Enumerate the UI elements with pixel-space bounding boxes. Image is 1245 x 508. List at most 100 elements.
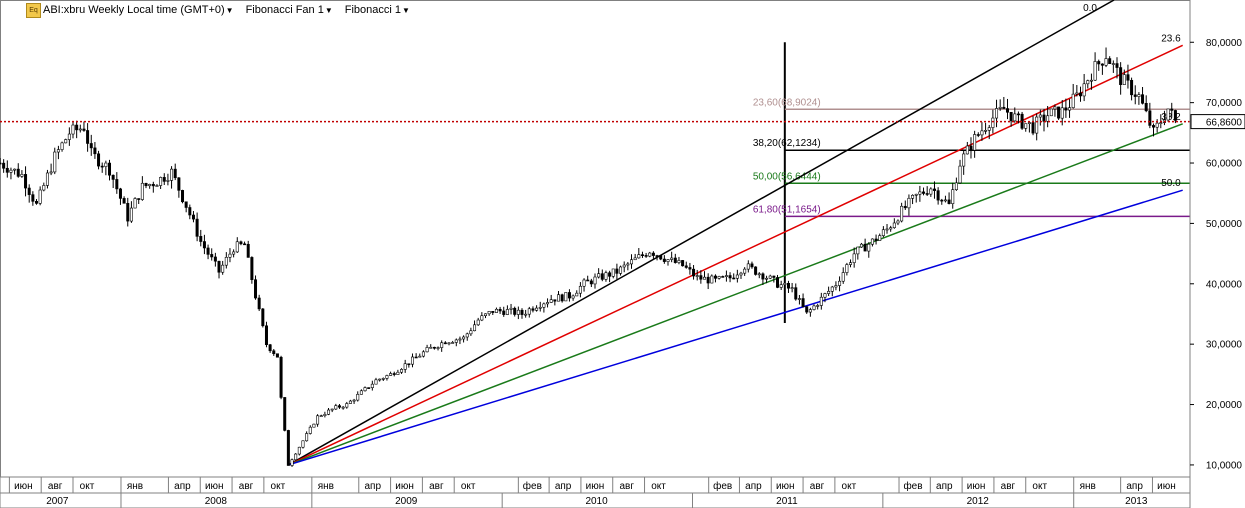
candle-body bbox=[1002, 106, 1006, 109]
x-axis[interactable]: июн авг окт янв апр июн авг окт янв апр июн авг окт ф… bbox=[0, 476, 1191, 508]
year-tick-label: 2008 bbox=[205, 496, 228, 507]
candle-body bbox=[462, 336, 466, 340]
candle-body bbox=[936, 190, 940, 201]
candle-body bbox=[575, 292, 579, 297]
candle-body bbox=[45, 172, 49, 186]
candle-body bbox=[1053, 106, 1057, 110]
candle-body bbox=[651, 252, 655, 256]
candle-body bbox=[56, 149, 60, 153]
candle-body bbox=[589, 280, 593, 285]
candle-body bbox=[776, 277, 780, 288]
candle-body bbox=[922, 191, 926, 194]
fib-retracement-dropdown[interactable]: Fibonacci 1 ▼ bbox=[345, 4, 410, 16]
fibonacci-fan[interactable]: 0.0 23.6 38.2 50.0 bbox=[288, 0, 1184, 466]
candle-body bbox=[418, 355, 422, 358]
candle-body bbox=[407, 363, 411, 366]
candle-body bbox=[659, 255, 663, 260]
candle-body bbox=[995, 108, 999, 119]
candle-body bbox=[980, 130, 984, 136]
candle-body bbox=[5, 167, 9, 173]
candle-body bbox=[1144, 103, 1148, 112]
candle-body bbox=[126, 203, 130, 222]
y-axis[interactable]: 10,0000 20,0000 30,0000 40,0000 50,0000 60,00… bbox=[1189, 0, 1243, 477]
candle-body bbox=[779, 284, 783, 288]
candle-body bbox=[137, 198, 141, 200]
last-price-label: 66,8600 bbox=[1206, 118, 1243, 129]
candle-body bbox=[1082, 83, 1086, 97]
candle-body bbox=[531, 308, 535, 311]
y-tick-label: 80,0000 bbox=[1206, 38, 1243, 49]
candle-body bbox=[432, 346, 436, 349]
candle-body bbox=[330, 408, 334, 411]
fan-line[interactable] bbox=[288, 189, 1183, 466]
candle-body bbox=[958, 165, 962, 184]
month-tick-label: авг bbox=[429, 481, 444, 492]
candle-body bbox=[1046, 115, 1050, 122]
eq-icon[interactable]: Eq bbox=[26, 3, 41, 18]
candle-body bbox=[695, 275, 699, 277]
month-tick-label: июн bbox=[14, 481, 33, 492]
candle-body bbox=[27, 187, 31, 195]
candle-body bbox=[491, 311, 495, 313]
fan-line[interactable] bbox=[288, 44, 1184, 466]
candle-body bbox=[254, 279, 258, 299]
y-tick-label: 20,0000 bbox=[1206, 400, 1243, 411]
candle-body bbox=[688, 267, 692, 270]
month-tick-label: окт bbox=[651, 481, 666, 492]
candle-body bbox=[976, 134, 980, 136]
candle-body bbox=[1130, 79, 1134, 96]
candle-body bbox=[911, 194, 915, 199]
candle-body bbox=[0, 162, 2, 165]
candle-body bbox=[108, 162, 112, 176]
candle-body bbox=[735, 274, 739, 279]
candle-body bbox=[173, 168, 177, 179]
candle-body bbox=[852, 253, 856, 263]
candle-body bbox=[608, 272, 612, 277]
candle-body bbox=[637, 254, 641, 259]
candle-body bbox=[823, 293, 827, 298]
candle-body bbox=[264, 325, 268, 345]
candle-body bbox=[900, 205, 904, 222]
candle-body bbox=[228, 253, 232, 258]
candle-body bbox=[947, 199, 951, 204]
candle-body bbox=[403, 363, 407, 370]
candle-body bbox=[166, 180, 170, 182]
month-tick-label: окт bbox=[80, 481, 95, 492]
candle-body bbox=[272, 350, 276, 355]
retracement-level-label: 50,00(56,6444) bbox=[753, 171, 821, 182]
candle-body bbox=[334, 405, 338, 410]
candle-body bbox=[626, 263, 630, 266]
fan-line[interactable] bbox=[288, 0, 1115, 466]
candle-body bbox=[440, 342, 444, 348]
symbol-dropdown[interactable]: ABI:xbru Weekly Local time (GMT+0) ▼ bbox=[43, 4, 234, 16]
candle-body bbox=[889, 227, 893, 230]
month-tick-label: окт bbox=[461, 481, 476, 492]
candle-body bbox=[914, 193, 918, 196]
candle-body bbox=[655, 255, 659, 257]
candle-body bbox=[841, 272, 845, 282]
candle-body bbox=[115, 179, 119, 190]
candle-body bbox=[728, 275, 732, 279]
fib-fan-dropdown[interactable]: Fibonacci Fan 1 ▼ bbox=[246, 4, 333, 16]
chart-toolbar: ABI:xbru Weekly Local time (GMT+0) ▼ Fib… bbox=[43, 2, 418, 18]
month-tick-label: авг bbox=[239, 481, 254, 492]
candle-body bbox=[60, 142, 64, 150]
candle-body bbox=[363, 387, 367, 392]
candle-body bbox=[524, 313, 528, 316]
candle-body bbox=[297, 446, 301, 455]
fan-line[interactable] bbox=[288, 123, 1183, 466]
candle-body bbox=[509, 307, 513, 310]
candle-body bbox=[195, 218, 199, 237]
month-tick-label: фев bbox=[903, 480, 922, 492]
candle-body bbox=[352, 399, 356, 402]
candle-body bbox=[53, 151, 57, 173]
retracement-level-label: 23,60(68,9024) bbox=[753, 97, 821, 108]
candle-body bbox=[761, 273, 765, 280]
candle-body bbox=[202, 241, 206, 249]
candle-body bbox=[684, 265, 688, 268]
candle-body bbox=[308, 426, 312, 434]
month-tick-label: окт bbox=[271, 481, 286, 492]
candle-body bbox=[666, 259, 670, 262]
candle-body bbox=[564, 292, 568, 302]
